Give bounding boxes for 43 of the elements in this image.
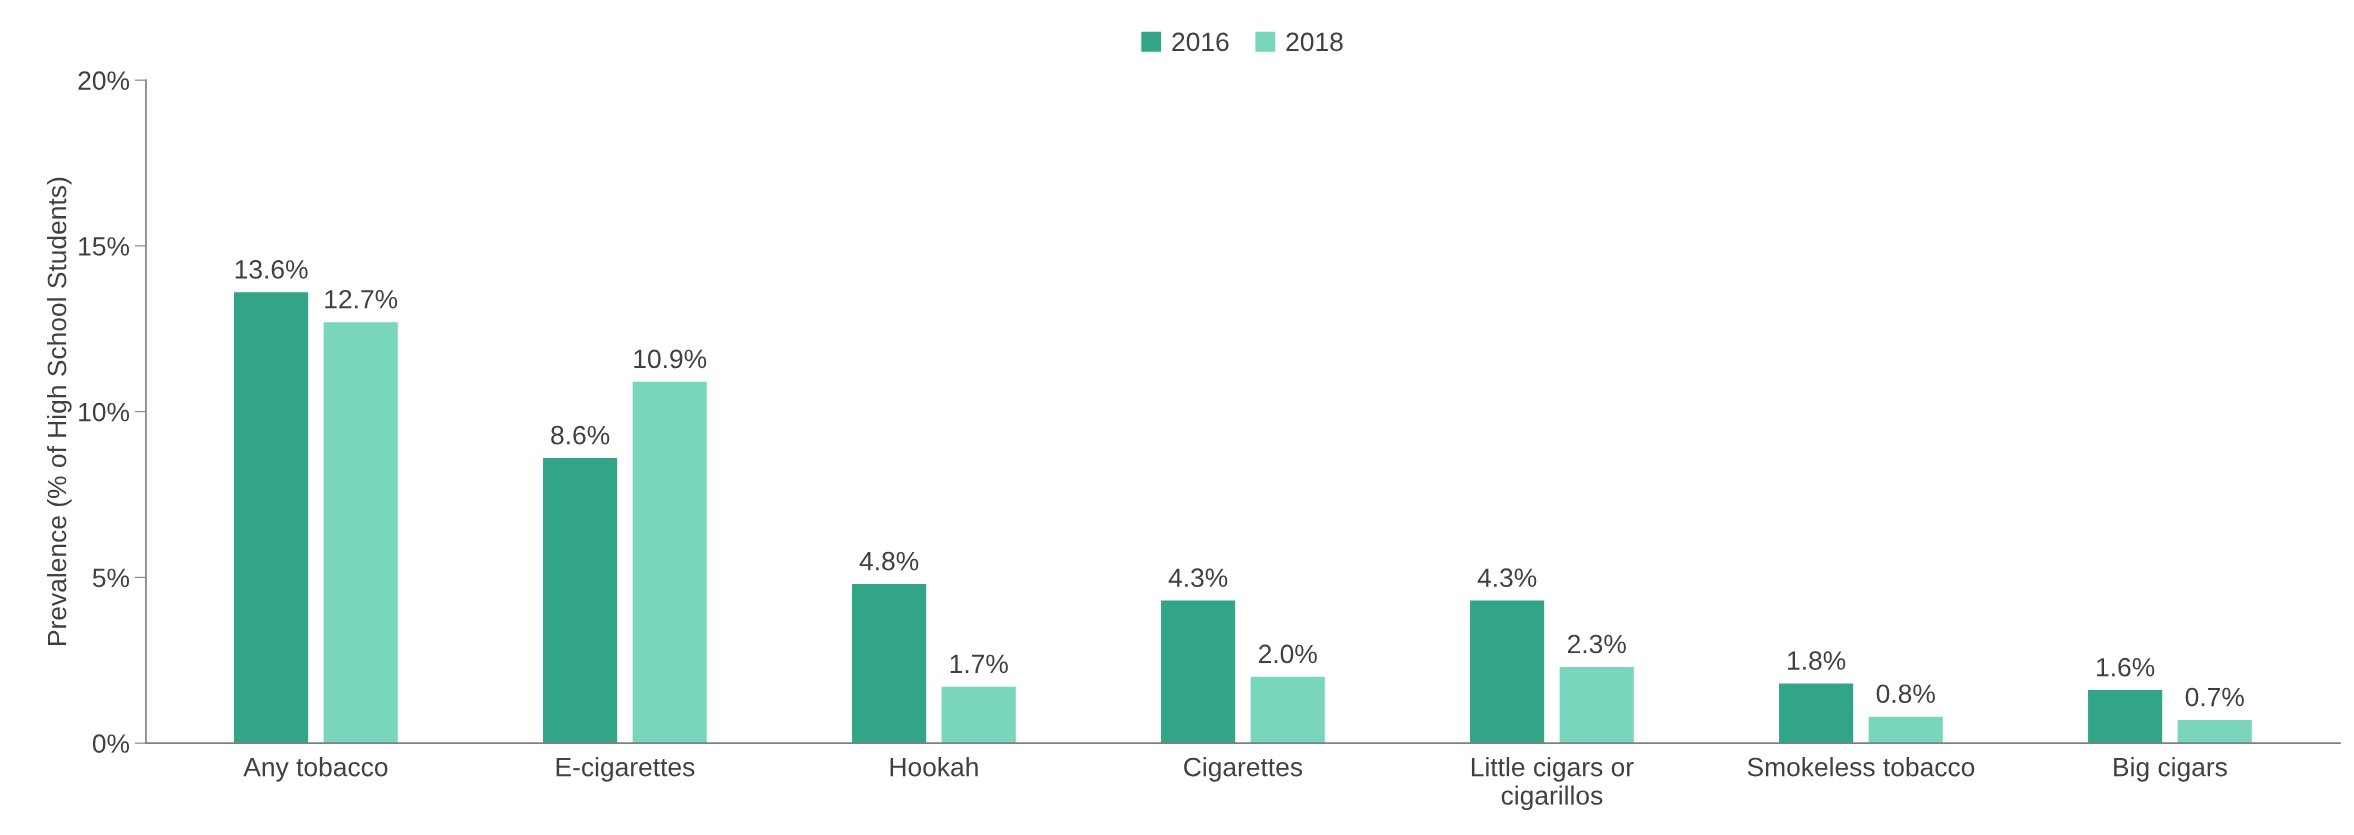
x-tick-label: Hookah <box>890 757 978 777</box>
data-label: 4.8% <box>859 551 919 571</box>
bar <box>1779 683 1854 744</box>
data-label: 2.3% <box>1567 634 1626 654</box>
data-label: 4.3% <box>1477 568 1537 588</box>
y-tick-label: 15% <box>79 237 130 256</box>
x-tick-label: Little cigars or cigarillos <box>1471 757 1634 811</box>
bar <box>1161 600 1236 744</box>
bar <box>323 322 398 744</box>
bar <box>632 381 707 744</box>
bar <box>1868 716 1943 744</box>
bar <box>1559 666 1634 744</box>
bar <box>941 686 1016 744</box>
data-label: 2.0% <box>1258 644 1317 664</box>
x-tick-label: Any tobacco <box>243 757 388 782</box>
data-label: 8.6% <box>551 425 610 445</box>
bar <box>852 584 927 744</box>
data-label: 1.8% <box>1788 651 1846 670</box>
bar <box>543 458 618 744</box>
y-tick-label: 0% <box>92 734 130 753</box>
x-tick-label: Big cigars <box>2114 757 2227 782</box>
x-tick-label: Cigarettes <box>1184 757 1303 782</box>
x-tick-label: Smokeless tobacco <box>1747 757 1975 777</box>
data-label: 1.6% <box>2097 657 2155 677</box>
y-tick-label: 20% <box>78 71 130 90</box>
legend-label: 2016 <box>1172 32 1229 52</box>
legend-label: 2018 <box>1286 32 1343 52</box>
y-tick-label: 5% <box>92 568 130 588</box>
bar <box>1250 676 1325 744</box>
y-axis-title: Prevalence (% of High School Students) <box>47 177 72 645</box>
data-label: 13.6% <box>235 260 308 279</box>
data-label: 0.8% <box>1876 684 1935 704</box>
bar <box>234 292 309 744</box>
bar <box>2088 690 2163 744</box>
bar <box>1470 600 1545 744</box>
bar <box>2177 719 2252 744</box>
data-label: 1.7% <box>950 654 1008 674</box>
x-tick-label: E-cigarettes <box>556 757 695 782</box>
data-label: 10.9% <box>634 349 707 369</box>
data-label: 12.7% <box>325 289 398 309</box>
data-label: 4.3% <box>1168 568 1228 588</box>
y-tick-label: 10% <box>79 402 130 422</box>
data-label: 0.7% <box>2185 687 2244 707</box>
